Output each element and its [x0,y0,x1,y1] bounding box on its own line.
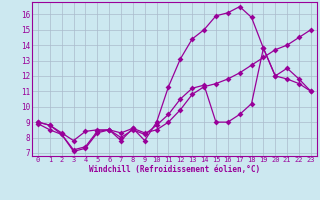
X-axis label: Windchill (Refroidissement éolien,°C): Windchill (Refroidissement éolien,°C) [89,165,260,174]
